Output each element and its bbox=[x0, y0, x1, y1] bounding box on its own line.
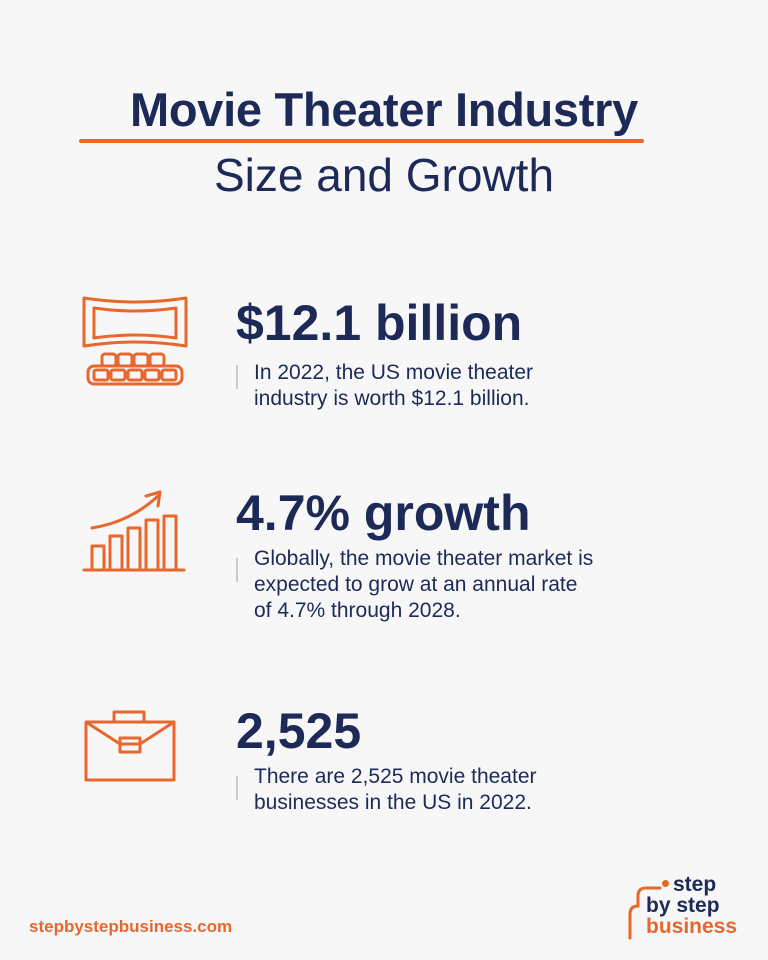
logo-dot bbox=[662, 880, 669, 887]
stat-description: There are 2,525 movie theater businesses… bbox=[254, 765, 537, 814]
logo-stair-icon bbox=[628, 886, 662, 940]
stat-divider bbox=[236, 365, 238, 389]
stat-value: 2,525 bbox=[236, 703, 362, 759]
logo-text-line-2: by step bbox=[646, 894, 720, 917]
logo-text-line-1: step bbox=[673, 873, 717, 896]
website-link[interactable]: stepbystepbusiness.com bbox=[29, 917, 233, 936]
title-underline bbox=[79, 139, 644, 143]
brand-logo[interactable]: step by step business bbox=[626, 870, 746, 940]
stat-value: 4.7% growth bbox=[236, 485, 531, 541]
growth-chart-icon bbox=[82, 490, 186, 572]
movie-theater-icon bbox=[82, 296, 188, 386]
logo-text-line-3: business bbox=[646, 915, 738, 938]
title-line-1: Movie Theater Industry bbox=[130, 83, 638, 136]
stat-divider bbox=[236, 776, 238, 800]
stat-description: Globally, the movie theater market is ex… bbox=[254, 547, 594, 622]
stat-description: In 2022, the US movie theater industry i… bbox=[254, 361, 533, 410]
stat-value: $12.1 billion bbox=[236, 295, 523, 351]
title-line-2: Size and Growth bbox=[213, 149, 555, 201]
briefcase-icon bbox=[84, 710, 176, 782]
stat-divider bbox=[236, 558, 238, 582]
